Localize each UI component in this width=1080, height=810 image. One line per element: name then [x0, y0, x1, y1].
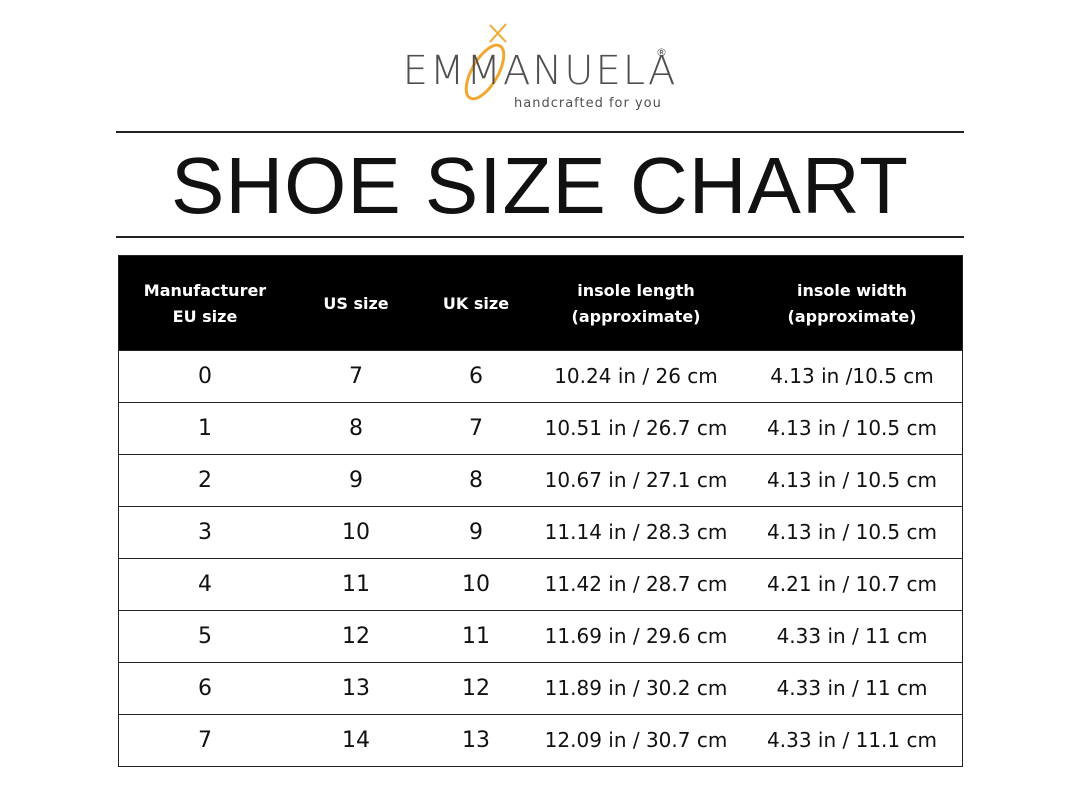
size-table: Manufacturer EU size US size UK size insole …: [118, 255, 963, 767]
table-cell: 14: [342, 727, 370, 753]
table-cell: 10.24 in / 26 cm: [554, 364, 718, 388]
table-cell: 8: [349, 415, 363, 441]
table-cell: 12: [462, 675, 490, 701]
table-cell: 13: [462, 727, 490, 753]
brand: EMMANUELA: [402, 48, 678, 94]
header-line: (approximate): [787, 306, 917, 326]
table-header: Manufacturer EU size US size UK size insole …: [119, 256, 962, 351]
header-line: insole length: [577, 280, 695, 300]
table-cell: 11.69 in / 29.6 cm: [544, 624, 728, 648]
table-cell: 0: [198, 363, 212, 389]
table-cell: 9: [349, 467, 363, 493]
rule: [116, 236, 964, 238]
table-row: 2 9 8 10.67 in / 27.1 cm 4.13 in / 10.5 cm: [119, 454, 962, 506]
column-header: UK size: [421, 256, 531, 351]
table-row: 4 11 10 11.42 in / 28.7 cm 4.21 in / 10.7 cm: [119, 558, 962, 610]
rule: [116, 131, 964, 133]
column-header: Manufacturer EU size: [119, 256, 291, 351]
header-line: Manufacturer: [143, 280, 267, 300]
table-cell: 12: [342, 623, 370, 649]
table-cell: 11.42 in / 28.7 cm: [544, 572, 728, 596]
table-cell: 6: [469, 363, 483, 389]
table-row: 6 13 12 11.89 in / 30.2 cm 4.33 in / 11 cm: [119, 662, 962, 714]
table-cell: 12.09 in / 30.7 cm: [544, 728, 728, 752]
column-header: insole width (approximate): [741, 256, 963, 351]
header-line: insole width: [796, 280, 908, 300]
table-row: 1 8 7 10.51 in / 26.7 cm 4.13 in / 10.5 cm: [119, 402, 962, 454]
registered-mark: ®: [656, 46, 667, 59]
header-line: (approximate): [571, 306, 701, 326]
table-cell: 11.89 in / 30.2 cm: [544, 676, 728, 700]
table-cell: 4.33 in / 11 cm: [776, 624, 928, 648]
tagline: handcrafted for you: [514, 96, 662, 111]
table-row: 7 14 13 12.09 in / 30.7 cm 4.33 in / 11.1 cm: [119, 714, 962, 766]
table-cell: 10: [342, 519, 370, 545]
table-cell: 7: [198, 727, 212, 753]
table-cell: 9: [469, 519, 483, 545]
table-cell: 7: [349, 363, 363, 389]
table-cell: 3: [198, 519, 212, 545]
title: SHOE SIZE CHART: [170, 141, 910, 230]
column-header: insole length (approximate): [531, 256, 741, 351]
table-cell: 11: [342, 571, 370, 597]
table-cell: 4.13 in / 10.5 cm: [767, 416, 937, 440]
table-cell: 4.33 in / 11 cm: [776, 676, 928, 700]
table-cell: 4.13 in /10.5 cm: [770, 364, 934, 388]
table-cell: 4.13 in / 10.5 cm: [767, 468, 937, 492]
table-row: 3 10 9 11.14 in / 28.3 cm 4.13 in / 10.5 cm: [119, 506, 962, 558]
table-cell: 11: [462, 623, 490, 649]
table-cell: 4.13 in / 10.5 cm: [767, 520, 937, 544]
table-row: 0 7 6 10.24 in / 26 cm 4.13 in /10.5 cm: [119, 350, 962, 402]
table-cell: 11.14 in / 28.3 cm: [544, 520, 728, 544]
table-cell: 10: [462, 571, 490, 597]
table-cell: 1: [198, 415, 212, 441]
table-cell: 4: [198, 571, 212, 597]
table-cell: 6: [198, 675, 212, 701]
table-cell: 13: [342, 675, 370, 701]
table-cell: 10.51 in / 26.7 cm: [544, 416, 728, 440]
table-cell: 7: [469, 415, 483, 441]
table-cell: 4.33 in / 11.1 cm: [767, 728, 937, 752]
table-row: 5 12 11 11.69 in / 29.6 cm 4.33 in / 11 cm: [119, 610, 962, 662]
header-line: EU size: [172, 306, 238, 326]
table-cell: 4.21 in / 10.7 cm: [767, 572, 937, 596]
header-line: UK size: [442, 293, 510, 313]
header-line: US size: [323, 293, 389, 313]
table-cell: 8: [469, 467, 483, 493]
table-cell: 2: [198, 467, 212, 493]
column-header: US size: [291, 256, 421, 351]
table-cell: 5: [198, 623, 212, 649]
logo-swoosh: [464, 23, 507, 101]
table-cell: 10.67 in / 27.1 cm: [544, 468, 728, 492]
